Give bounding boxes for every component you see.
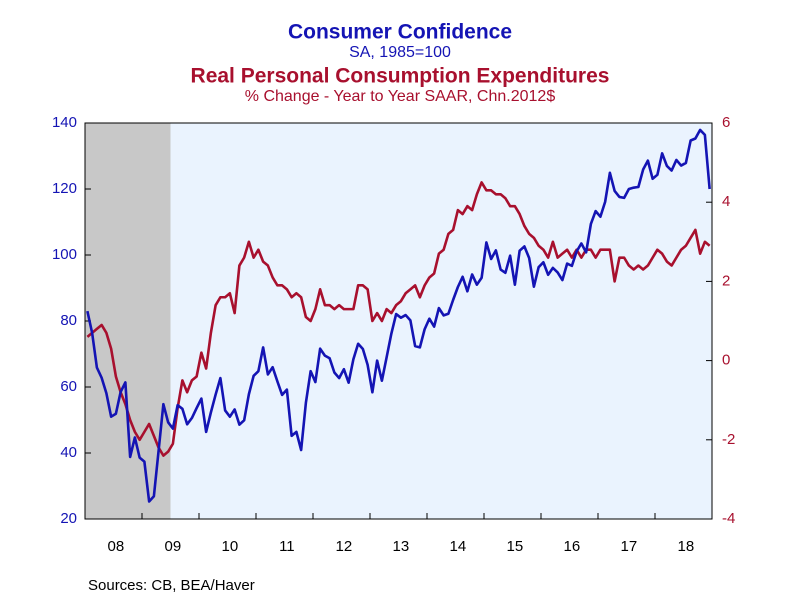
y-tick-label: 40 bbox=[60, 444, 77, 461]
x-tick-label: 11 bbox=[279, 538, 295, 555]
shaded-period bbox=[85, 123, 171, 519]
y-tick-label: 120 bbox=[52, 180, 77, 197]
x-tick-label: 13 bbox=[393, 538, 410, 555]
chart-subtitle: % Change - Year to Year SAAR, Chn.2012$ bbox=[245, 88, 556, 105]
source-note: Sources: CB, BEA/Haver bbox=[88, 577, 255, 594]
chart-subtitle: SA, 1985=100 bbox=[349, 44, 451, 61]
y2-tick-label: -2 bbox=[722, 431, 735, 448]
x-tick-label: 15 bbox=[507, 538, 524, 555]
y2-tick-label: 4 bbox=[722, 193, 730, 210]
x-tick-label: 08 bbox=[108, 538, 125, 555]
x-tick-label: 12 bbox=[336, 538, 353, 555]
data-line bbox=[86, 181, 711, 457]
plot-area bbox=[85, 123, 712, 519]
x-tick-label: 09 bbox=[165, 538, 182, 555]
y-tick-label: 20 bbox=[60, 510, 77, 527]
data-line bbox=[86, 128, 711, 503]
x-tick-label: 10 bbox=[222, 538, 239, 555]
y-tick-label: 140 bbox=[52, 114, 77, 131]
x-tick-label: 17 bbox=[621, 538, 638, 555]
x-tick-label: 16 bbox=[564, 538, 581, 555]
y2-tick-label: 0 bbox=[722, 352, 730, 369]
chart-title: Consumer Confidence bbox=[288, 21, 512, 44]
x-tick-label: 14 bbox=[450, 538, 467, 555]
y2-tick-label: 6 bbox=[722, 114, 730, 131]
x-tick-label: 18 bbox=[678, 538, 695, 555]
y2-tick-label: -4 bbox=[722, 510, 735, 527]
y-tick-label: 100 bbox=[52, 246, 77, 263]
y-tick-label: 60 bbox=[60, 378, 77, 395]
chart-title: Real Personal Consumption Expenditures bbox=[191, 65, 610, 88]
y2-tick-label: 2 bbox=[722, 272, 730, 289]
y-tick-label: 80 bbox=[60, 312, 77, 329]
